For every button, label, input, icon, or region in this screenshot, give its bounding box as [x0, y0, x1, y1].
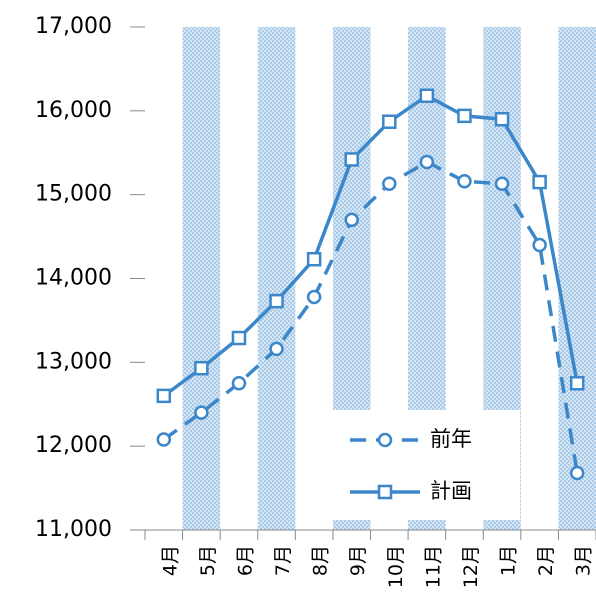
x-tick-label: 7月 [272, 545, 294, 576]
x-tick-label: 1月 [498, 545, 520, 576]
x-tick-label: 9月 [347, 545, 369, 576]
x-tick-label: 10月 [385, 545, 407, 588]
point [306, 289, 322, 305]
x-tick-label: 5月 [197, 545, 219, 576]
x-tick-label: 2月 [535, 545, 557, 576]
point [377, 484, 393, 500]
y-tick-label: 17,000 [35, 14, 112, 39]
point [344, 152, 359, 167]
y-tick-label: 11,000 [35, 517, 112, 542]
point [231, 376, 247, 391]
point [532, 237, 547, 253]
y-tick-label: 12,000 [35, 433, 112, 458]
series-line [162, 159, 579, 474]
y-tick-label: 16,000 [35, 98, 112, 123]
column-band [182, 27, 221, 530]
point [419, 154, 435, 170]
y-tick-label: 14,000 [35, 266, 112, 291]
point [494, 111, 510, 127]
y-tick-label: 15,000 [35, 182, 112, 207]
point [231, 330, 247, 346]
point [494, 176, 510, 192]
point [382, 114, 397, 129]
point [344, 212, 359, 228]
point [377, 432, 393, 448]
point [194, 360, 209, 376]
point [457, 108, 472, 124]
x-tick-label: 11月 [422, 545, 444, 588]
point [419, 88, 435, 103]
x-tick-label: 12月 [460, 545, 482, 588]
legend-label: 前年 [430, 427, 472, 451]
x-tick-label: 8月 [310, 545, 332, 576]
point [269, 293, 284, 309]
column-band [558, 27, 596, 530]
x-tick-label: 3月 [573, 545, 595, 576]
point [269, 341, 284, 357]
column-band [257, 27, 296, 530]
legend-box [330, 410, 520, 520]
x-tick-label: 6月 [234, 545, 256, 576]
point [532, 174, 547, 190]
point [306, 251, 322, 267]
point [156, 388, 172, 404]
point [569, 465, 585, 481]
point [194, 405, 209, 420]
point [569, 376, 585, 391]
point [457, 174, 472, 189]
point [156, 432, 172, 447]
x-tick-label: 4月 [159, 545, 181, 576]
point [382, 176, 397, 192]
y-tick-label: 13,000 [35, 349, 112, 374]
legend-label: 計画 [430, 479, 472, 503]
